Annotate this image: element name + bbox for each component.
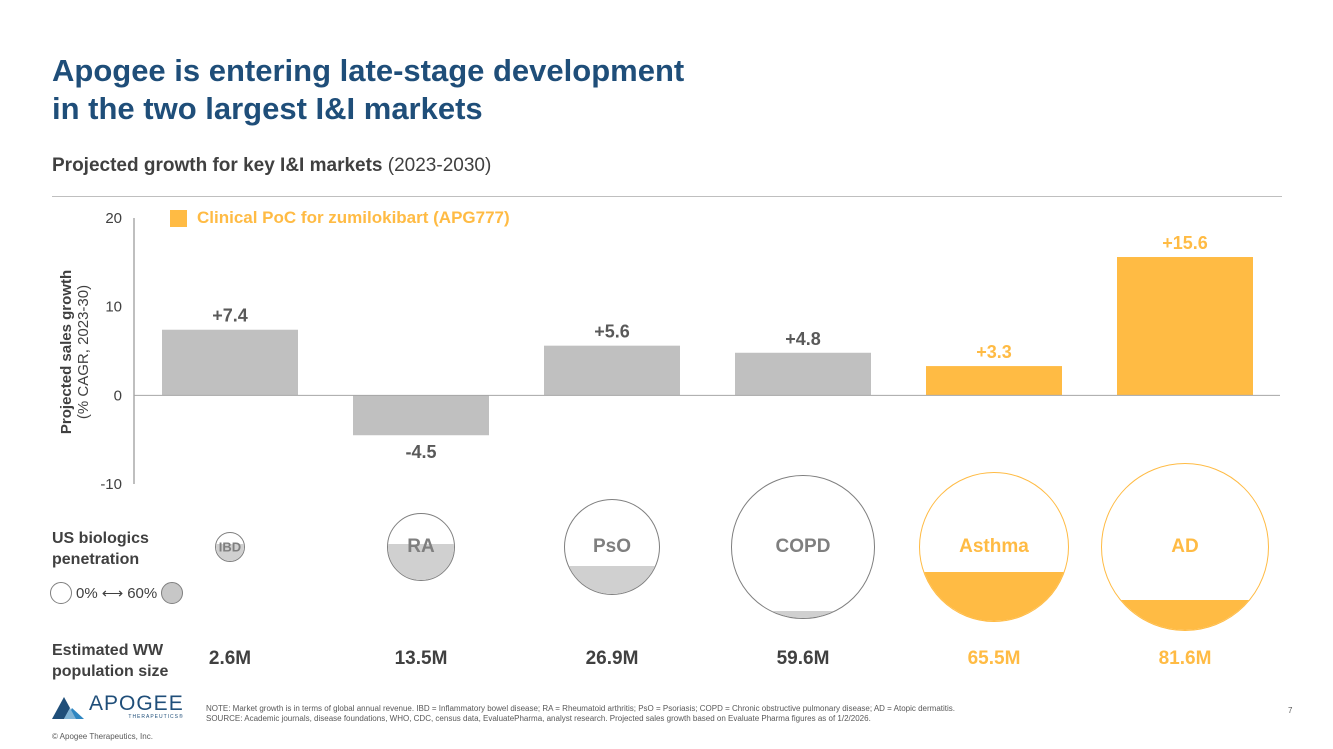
y-axis-unit: (% CAGR, 2023-30) [75,284,92,420]
bar-pso [544,345,680,396]
copyright: © Apogee Therapeutics, Inc. [52,732,153,741]
population-value: 13.5M [394,648,448,669]
y-tick-label: 0 [114,387,122,404]
legend-swatch [170,209,187,227]
title-line-1: Apogee is entering late-stage developmen… [52,53,685,88]
bubble-fill [1102,600,1268,630]
population-value: 2.6M [208,648,252,669]
data-label: +15.6 [1162,233,1208,253]
data-label: -4.5 [405,442,436,462]
population-label-line-1: Estimated WW [52,642,164,659]
bar-ra [353,395,489,436]
bubble-label: COPD [775,535,831,557]
bubble-ibd: IBD [215,532,245,562]
bar-ad [1117,257,1253,396]
data-label: +4.8 [785,329,821,349]
bubble-label: AD [1171,536,1199,557]
population-label-line-2: population size [52,663,169,680]
subtitle-years: (2023-2030) [382,155,492,176]
bubble-ra: RA [386,512,456,582]
bubble-fill [387,543,455,581]
bar-copd [735,352,871,396]
y-axis-label: Projected sales growth (% CAGR, 2023-30) [58,242,92,462]
bubble-label: RA [407,535,435,557]
source-text: SOURCE: Academic journals, disease found… [206,714,871,723]
logo-mark-icon [52,697,84,719]
scale-low: 0% [76,584,98,602]
population-value: 81.6M [1158,648,1212,669]
footnotes: NOTE: Market growth is in terms of globa… [206,704,955,724]
page-number: 7 [1288,706,1293,715]
subtitle-bold: Projected growth for key I&I markets [52,155,383,176]
bubble-copd: COPD [731,475,875,619]
scale-high: 60% [127,584,158,602]
bubble-label: PsO [592,535,631,557]
bubble-asthma: Asthma [918,471,1070,623]
bubble-fill [732,610,874,618]
bubble-fill [564,565,660,595]
bar-asthma [926,366,1062,396]
logo-subtitle: THERAPEUTICS® [128,714,184,720]
bubble-pso: PsO [563,498,661,596]
logo-name: APOGEE [89,692,184,715]
penetration-label-line-1: US biologics [52,530,149,547]
population-value: 26.9M [585,648,639,669]
data-label: +3.3 [976,342,1012,362]
data-label: +7.4 [212,306,248,326]
empty-circle-icon [50,582,72,604]
filled-circle-icon [161,582,184,604]
bubble-fill [919,572,1069,622]
data-label: +5.6 [594,322,630,342]
bubble-fill [216,544,244,561]
population-value: 59.6M [776,648,830,669]
bubble-label: IBD [218,539,242,555]
y-tick-label: 20 [105,210,122,227]
double-arrow-icon: ⟷ [101,585,124,602]
penetration-label-line-2: penetration [52,551,140,568]
y-tick-label: 10 [105,299,122,316]
chart-legend: Clinical PoC for zumilokibart (APG777) [170,208,510,228]
bubble-ad: AD [1101,463,1269,631]
population-row-label: Estimated WW population size [52,640,168,682]
y-axis-title: Projected sales growth [58,269,75,435]
bubble-label: Asthma [959,535,1029,557]
title-line-2: in the two largest I&I markets [52,91,483,126]
penetration-row-label: US biologics penetration [52,528,149,570]
population-value: 65.5M [967,648,1021,669]
page-title: Apogee is entering late-stage developmen… [52,52,684,128]
chart-subtitle: Projected growth for key I&I markets (20… [52,155,491,177]
legend-label: Clinical PoC for zumilokibart (APG777) [197,208,510,227]
divider-line [52,196,1282,197]
bar-ibd [162,329,298,396]
penetration-scale: 0% ⟷ 60% [50,582,184,604]
apogee-logo: APOGEE THERAPEUTICS® [50,692,184,720]
y-tick-label: -10 [100,476,122,493]
note-text: NOTE: Market growth is in terms of globa… [206,704,955,713]
